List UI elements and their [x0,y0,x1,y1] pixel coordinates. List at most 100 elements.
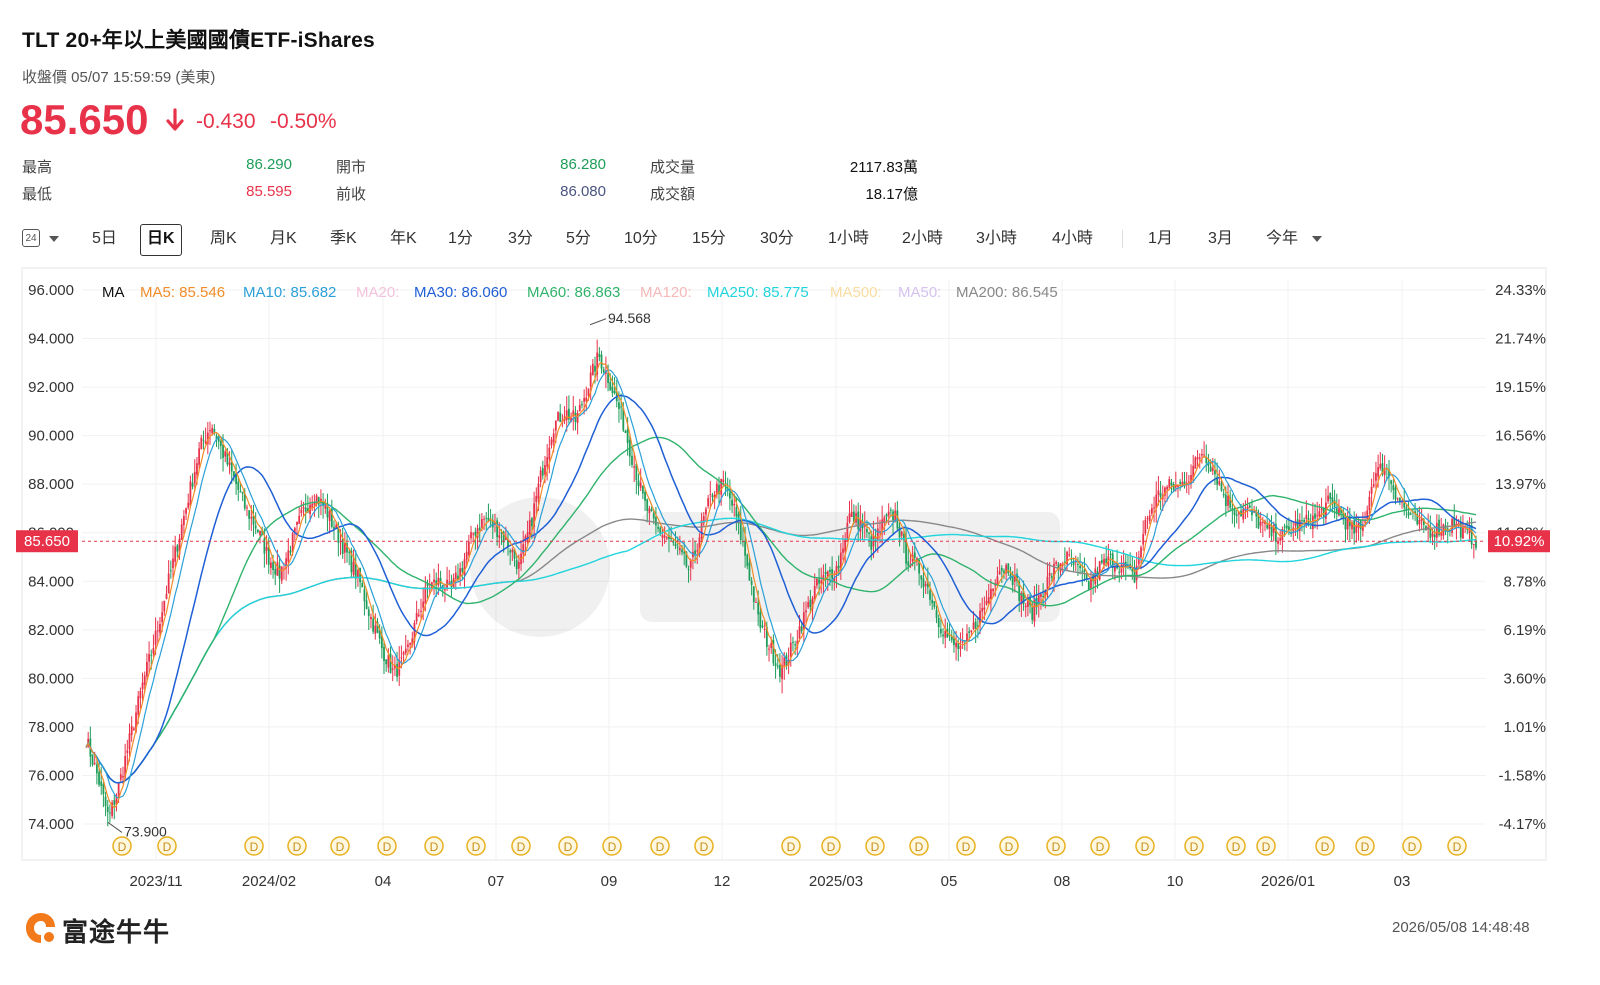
candle-body [1137,556,1140,565]
candle-body [402,652,405,655]
candle-body [248,510,251,519]
candle-body [1303,519,1306,523]
candle-body [1390,480,1393,485]
tab-yearly[interactable]: 年K [390,230,417,247]
candle-body [1044,590,1047,597]
candle-body [1407,512,1410,516]
candle-body [102,784,105,795]
candle-body [659,527,662,535]
open-label: 開市 [336,159,367,176]
candle-body [298,515,301,524]
candle-body [1201,454,1203,456]
price-chart[interactable]: 96.00094.00092.00090.00088.00086.00084.0… [0,262,1600,902]
y-tick-left: 76.000 [28,767,74,784]
candle-body [474,531,477,536]
candle-body [874,538,877,540]
y-tick-right: 1.01% [1503,719,1546,736]
candle-body [235,473,237,485]
tab-3month[interactable]: 3月 [1208,230,1233,247]
candle-body [302,507,305,509]
candle-body [1433,534,1436,538]
candle-body [926,581,929,588]
tab-30min[interactable]: 30分 [760,230,794,247]
tab-weekly[interactable]: 周K [210,230,237,247]
candle-body [1277,540,1279,544]
candle-body [1114,566,1116,572]
candle-body [1081,571,1084,573]
tab-2hour[interactable]: 2小時 [902,230,943,247]
tab-10min[interactable]: 10分 [624,230,658,247]
tab-5d[interactable]: 5日 [92,230,117,247]
candle-body [396,663,398,677]
candle-body [672,541,675,543]
candle-body [918,559,921,574]
candle-body [507,539,509,547]
tab-1month[interactable]: 1月 [1148,230,1173,247]
candle-body [182,515,185,526]
candle-body [581,404,583,406]
y-tick-left: 92.000 [28,379,74,396]
candle-body [228,462,231,465]
min-annotation-line [107,822,123,833]
candle-body [976,625,979,627]
candle-body [1279,537,1282,541]
candle-body [894,510,897,522]
tab-quarterly[interactable]: 季K [330,230,357,247]
x-tick: 05 [941,873,958,890]
candle-body [735,507,738,517]
dividend-marker [602,836,622,856]
candle-body [1046,576,1049,590]
turnover-label: 成交額 [650,186,696,203]
tab-ytd[interactable]: 今年 [1266,230,1299,247]
dividend-marker [330,836,350,856]
dividend-marker-label: D [564,840,573,854]
chevron-down-icon[interactable] [49,236,59,242]
candle-body [285,558,288,569]
candle-body [668,535,670,539]
tab-3hour[interactable]: 3小時 [976,230,1017,247]
dividend-marker [956,836,976,856]
y-tick-left: 74.000 [28,816,74,833]
candle-body [557,412,559,421]
dividend-marker-label: D [118,840,127,854]
ma-lines [85,362,1477,809]
candle-body [313,503,316,505]
candle-body [655,517,657,526]
candle-body [550,439,553,446]
dividend-marker [694,836,714,856]
dividend-marker [112,836,132,856]
candle-body [1011,575,1014,585]
candle-body [1409,513,1412,515]
candle-body [517,561,520,569]
tab-4hour[interactable]: 4小時 [1052,230,1093,247]
candle-body [422,601,425,608]
candle-body [1346,518,1349,530]
candle-body [1155,494,1158,509]
dividend-marker-label: D [1408,840,1417,854]
candle-body [826,571,829,577]
candle-body [526,532,529,540]
candle-body [400,657,403,659]
tab-monthly[interactable]: 月K [270,230,297,247]
tab-1hour[interactable]: 1小時 [828,230,869,247]
candle-body [922,578,925,587]
tab-15min[interactable]: 15分 [692,230,726,247]
dividend-marker-label: D [1190,840,1199,854]
tab-daily[interactable]: 日K [140,224,182,256]
dividend-marker-label: D [1005,840,1014,854]
candle-body [1270,526,1273,537]
x-tick: 2024/02 [242,873,296,890]
candle-body [620,406,623,408]
candle-body [929,590,931,600]
candle-body [907,561,910,566]
dividend-marker [1046,836,1066,856]
chevron-down-icon[interactable] [1312,236,1322,242]
max-annotation: 94.568 [608,310,651,326]
tab-3min[interactable]: 3分 [508,230,533,247]
tab-5min[interactable]: 5分 [566,230,591,247]
hours-24-icon[interactable]: 24 [22,229,40,247]
y-tick-right: 8.78% [1503,573,1546,590]
tab-1min[interactable]: 1分 [448,230,473,247]
candle-body [333,526,335,530]
candle-body [794,644,797,646]
